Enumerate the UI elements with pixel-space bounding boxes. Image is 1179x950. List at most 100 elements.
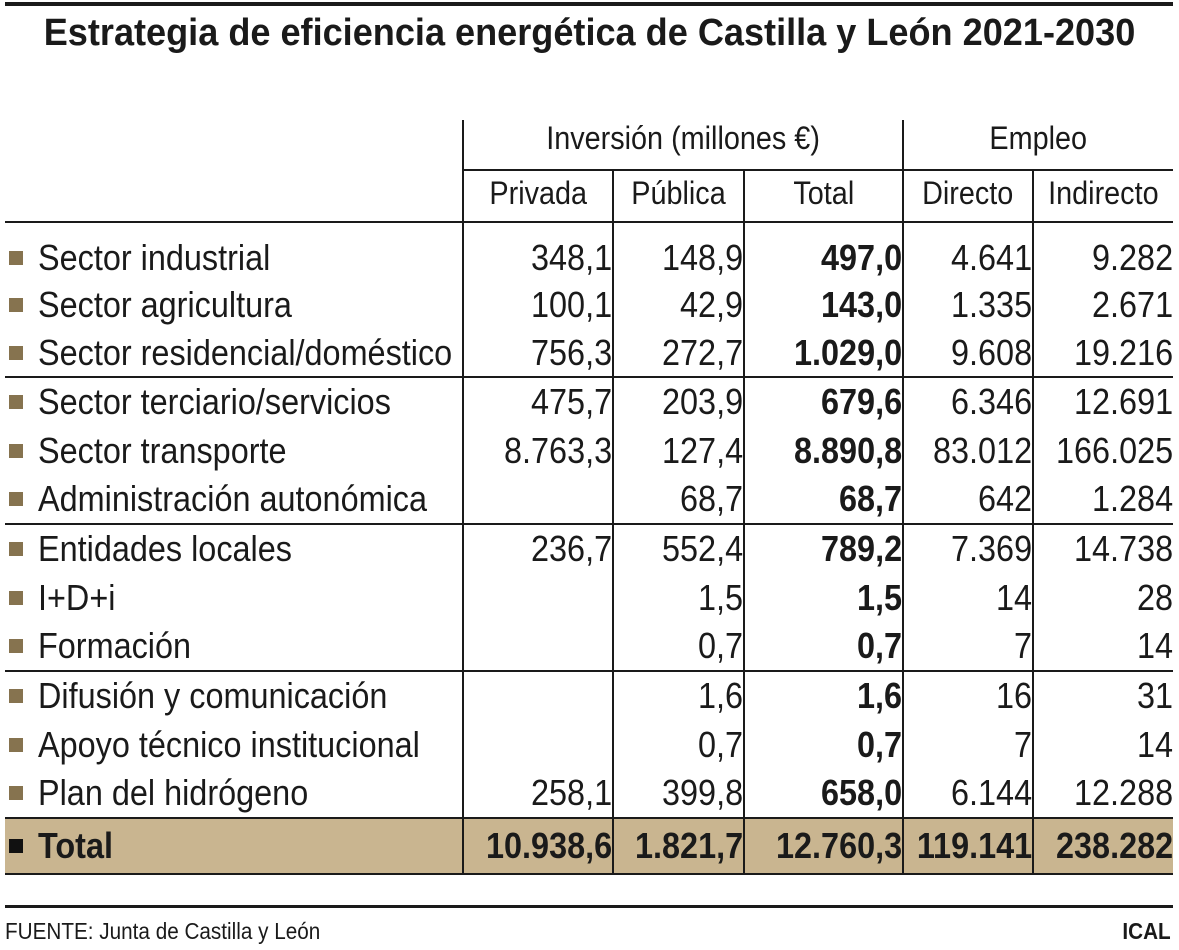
cell-privada: 756,3 [463,329,614,378]
value-total: 0,7 [856,625,903,666]
value-publica: 1,6 [697,675,743,716]
value-total: 789,2 [820,528,903,569]
value-total: 8.890,8 [793,429,903,471]
table-body: Sector industrial 348,1 148,9 497,0 4.641 9.2… [5,222,1174,819]
square-bullet-icon [9,492,23,506]
cell-indirecto: 31 [1033,671,1173,720]
cell-privada: 236,7 [463,524,614,573]
cell-directo: 6.144 [903,769,1035,819]
value-directo: 1.335 [950,284,1033,325]
value-directo: 16 [995,675,1033,716]
value-publica: 0,7 [697,625,743,666]
header-directo: Directo [903,170,1035,223]
cell-indirecto: 14.738 [1033,524,1173,573]
row-label-cell: I+D+i [5,573,464,622]
cell-directo: 4.641 [903,222,1035,281]
row-label-wrap: I+D+i [5,577,462,618]
cell-indirecto: 238.282 [1033,818,1174,875]
value-directo: 14 [995,576,1033,618]
value-privada: 10.938,6 [485,825,612,866]
table-row-i-d-i: I+D+i 1,5 1,5 14 28 [5,573,1173,622]
row-label-cell: Sector residencial/doméstico [5,329,464,378]
cell-privada: 8.763,3 [463,426,614,475]
value-indirecto: 14 [1136,723,1174,765]
value-publica: 0,7 [697,723,743,765]
header-indirecto-label: Indirecto [1048,175,1159,211]
cell-privada [463,573,614,622]
value-indirecto: 12.691 [1073,381,1174,422]
header-indirecto: Indirecto [1033,170,1174,223]
row-label-wrap: Difusión y comunicación [5,676,462,716]
cell-total: 8.890,8 [744,426,905,475]
cell-indirecto: 12.691 [1033,377,1173,426]
table-row-sector-residencial-domestico: Sector residencial/doméstico 756,3 272,7 1.… [5,329,1174,378]
header-publica-label: Pública [631,175,726,211]
cell-indirecto: 1.284 [1033,475,1174,525]
value-indirecto: 238.282 [1055,825,1174,866]
square-bullet-icon [9,443,23,458]
table-row-sector-terciario-servicios: Sector terciario/servicios 475,7 203,9 679,… [5,377,1173,426]
cell-directo: 16 [903,671,1035,720]
total-label-cell: Total [5,818,464,875]
value-directo: 6.346 [950,381,1033,422]
row-label-cell: Entidades locales [5,524,464,573]
table-row-difusion-y-comunicacion: Difusión y comunicación 1,6 1,6 16 31 [5,671,1173,720]
cell-indirecto: 12.288 [1033,769,1174,819]
value-total: 68,7 [838,478,903,519]
value-indirecto: 9.282 [1091,236,1174,278]
row-label-wrap: Sector agricultura [5,285,462,325]
cell-publica: 1,6 [613,671,745,720]
square-bullet-icon [9,689,23,703]
square-bullet-icon [9,639,23,653]
header-group-empleo: Empleo [903,120,1174,171]
row-label-cell: Sector agricultura [5,281,464,329]
value-privada: 258,1 [530,772,612,813]
table-row-sector-agricultura: Sector agricultura 100,1 42,9 143,0 1.335 2.6… [5,281,1173,329]
row-label-wrap: Total [5,826,462,866]
value-total: 658,0 [820,772,903,813]
row-label: Entidades locales [38,528,292,569]
value-publica: 68,7 [679,478,743,519]
header-directo-label: Directo [922,175,1014,211]
value-directo: 6.144 [950,772,1033,813]
table-row-formacion: Formación 0,7 0,7 7 14 [5,622,1174,672]
row-label-cell: Formación [5,622,464,672]
header-privada-label: Privada [489,175,587,211]
cell-privada [463,622,614,672]
value-publica: 148,9 [661,236,743,278]
cell-privada: 258,1 [463,769,614,819]
value-indirecto: 19.216 [1073,331,1174,373]
chart-title: Estrategia de eficiencia energética de C… [0,10,1179,56]
value-publica: 552,4 [661,528,743,569]
value-indirecto: 31 [1136,675,1174,716]
cell-directo: 83.012 [903,426,1035,475]
row-label: Administración autonómica [38,478,427,519]
value-publica: 399,8 [661,772,743,813]
cell-indirecto: 14 [1033,622,1174,672]
row-label-wrap: Sector residencial/doméstico [5,332,462,373]
value-total: 12.760,3 [775,825,903,866]
row-label: Sector industrial [38,236,271,278]
top-rule [5,2,1173,6]
value-publica: 42,9 [679,284,743,325]
row-label-cell: Plan del hidrógeno [5,769,464,819]
row-label: Sector agricultura [38,284,292,325]
square-bullet-icon [9,542,23,556]
value-indirecto: 28 [1136,576,1174,618]
cell-indirecto: 14 [1033,720,1173,769]
cell-total: 0,7 [744,720,905,769]
cell-directo: 1.335 [903,281,1035,329]
square-bullet-icon [9,786,23,800]
value-total: 1.029,0 [793,331,903,373]
row-label-cell: Apoyo técnico institucional [5,720,464,769]
value-indirecto: 12.288 [1073,772,1174,813]
cell-total: 658,0 [744,769,905,819]
source-note-text: FUENTE: Junta de Castilla y León [5,918,321,944]
value-total: 497,0 [820,236,903,278]
table-row-apoyo-tecnico-institucional: Apoyo técnico institucional 0,7 0,7 7 14 [5,720,1173,769]
cell-indirecto: 28 [1033,573,1173,622]
energy-strategy-table: Inversión (millones €) Empleo Privada Pú… [5,120,1174,875]
table-row-administracion-autonomica: Administración autonómica 68,7 68,7 642 1.28… [5,475,1174,525]
value-directo: 4.641 [950,236,1033,278]
value-privada: 236,7 [530,528,612,569]
